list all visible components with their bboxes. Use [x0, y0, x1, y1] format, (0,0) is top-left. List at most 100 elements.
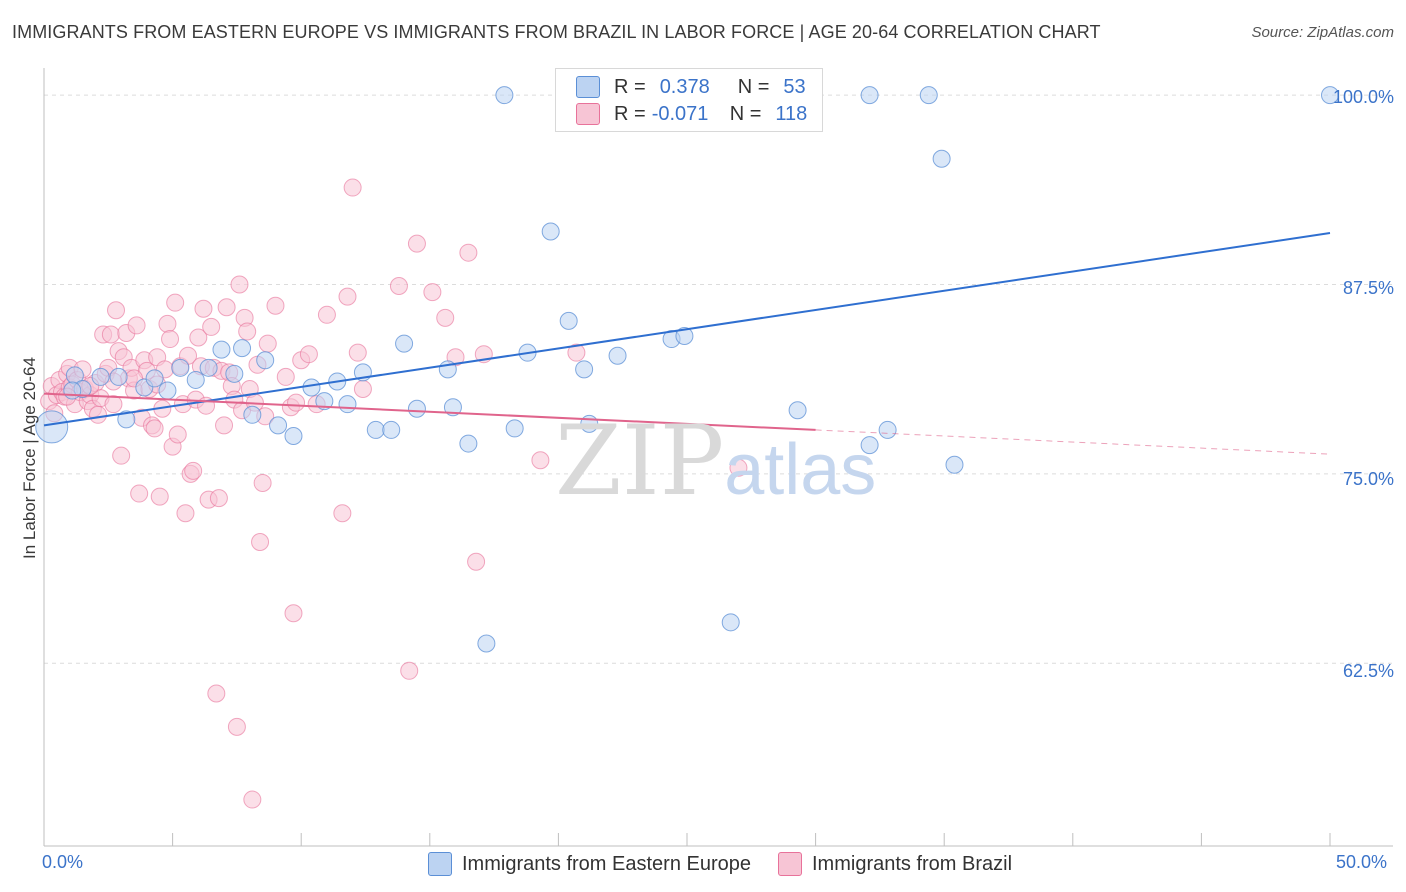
brazil-point — [253, 473, 272, 492]
brazil-point — [158, 314, 177, 333]
legend-swatch-pink — [576, 103, 600, 125]
eastern-europe-point — [117, 410, 136, 429]
legend-n-value: 118 — [775, 102, 808, 125]
y-tick-label-62-5: 62.5% — [1342, 661, 1394, 681]
brazil-point — [227, 717, 246, 736]
eastern-europe-point — [63, 381, 82, 400]
brazil-point — [266, 296, 285, 315]
eastern-europe-point — [315, 392, 334, 411]
bottom-legend-swatch-blue — [428, 852, 452, 876]
brazil-point — [299, 345, 318, 364]
brazil-point — [101, 325, 120, 344]
eastern-europe-point — [243, 405, 262, 424]
legend-row-eastern-europe: R = 0.378 N = 53 — [576, 74, 806, 100]
brazil-point — [189, 328, 208, 347]
eastern-europe-point — [575, 360, 594, 379]
eastern-europe-trend-line — [43, 232, 1331, 427]
brazil-point — [166, 293, 185, 312]
eastern-europe-point — [477, 634, 496, 653]
brazil-point — [317, 305, 336, 324]
brazil-point — [194, 299, 213, 318]
eastern-europe-point — [35, 410, 69, 444]
eastern-europe-point — [302, 378, 321, 397]
eastern-europe-point — [1321, 86, 1339, 105]
eastern-europe-points — [35, 86, 1339, 653]
eastern-europe-point — [608, 346, 627, 365]
brazil-point — [127, 316, 146, 335]
x-tick-label-max: 50.0% — [1336, 852, 1388, 872]
brazil-point — [423, 283, 442, 302]
eastern-europe-point — [407, 399, 426, 418]
legend-r-value: 0.378 — [659, 75, 710, 98]
brazil-point — [161, 330, 180, 349]
legend-r-label: R = — [614, 102, 646, 125]
brazil-point — [217, 298, 236, 317]
eastern-europe-point — [945, 455, 964, 474]
watermark-atlas: atlas — [724, 430, 877, 510]
bottom-legend-brazil: Immigrants from Brazil — [778, 850, 1012, 878]
brazil-point — [130, 484, 149, 503]
brazil-point — [104, 395, 123, 414]
eastern-europe-point — [145, 369, 164, 388]
brazil-point — [459, 243, 478, 262]
eastern-europe-point — [878, 420, 897, 439]
brazil-point — [207, 684, 226, 703]
brazil-point — [436, 308, 455, 327]
eastern-europe-point — [559, 311, 578, 330]
y-tick-label-87-5: 87.5% — [1342, 278, 1394, 298]
brazil-point — [89, 405, 108, 424]
brazil-point — [145, 419, 164, 438]
brazil-point — [729, 458, 748, 477]
brazil-point — [258, 334, 277, 353]
x-tick-label-min: 0.0% — [42, 852, 84, 872]
axes — [43, 68, 1393, 847]
eastern-europe-point — [256, 351, 275, 370]
brazil-point — [209, 489, 228, 508]
brazil-point — [184, 461, 203, 480]
brazil-point — [348, 343, 367, 362]
y-tick-label-100: 100.0% — [1332, 87, 1394, 107]
eastern-europe-point — [395, 334, 414, 353]
brazil-trend-line-extension — [815, 429, 1331, 455]
bottom-legend-swatch-pink — [778, 852, 802, 876]
eastern-europe-point — [382, 420, 401, 439]
legend-r-value: -0.071 — [651, 102, 709, 125]
brazil-point — [150, 487, 169, 506]
eastern-europe-point — [505, 419, 524, 438]
eastern-europe-point — [675, 327, 694, 346]
brazil-trend-line — [43, 392, 816, 431]
gridlines — [44, 94, 1393, 664]
legend-swatch-blue — [576, 76, 600, 98]
brazil-point — [284, 604, 303, 623]
y-axis-label: In Labor Force | Age 20-64 — [20, 357, 39, 559]
brazil-point — [230, 275, 249, 294]
brazil-point — [567, 343, 586, 362]
legend-n-label: N = — [737, 75, 770, 98]
brazil-point — [251, 533, 270, 552]
eastern-europe-point — [225, 364, 244, 383]
eastern-europe-point — [158, 381, 177, 400]
eastern-europe-point — [366, 420, 385, 439]
brazil-point — [333, 504, 352, 523]
bottom-legend-label: Immigrants from Brazil — [812, 852, 1013, 875]
eastern-europe-point — [186, 370, 205, 389]
brazil-point — [243, 790, 262, 809]
brazil-point — [389, 277, 408, 296]
brazil-point — [400, 661, 419, 680]
brazil-point — [215, 416, 234, 435]
legend-row-brazil: R = -0.071 N = 118 — [576, 101, 807, 127]
eastern-europe-point — [932, 149, 951, 168]
eastern-europe-point — [860, 86, 879, 105]
brazil-point — [467, 552, 486, 571]
brazil-point — [202, 317, 221, 336]
watermark-zip: ZIP — [555, 405, 725, 517]
brazil-point — [407, 234, 426, 253]
eastern-europe-point — [233, 339, 252, 358]
brazil-point — [112, 446, 131, 465]
watermark: ZIPatlas — [555, 405, 876, 517]
brazil-point — [176, 504, 195, 523]
eastern-europe-point — [91, 367, 110, 386]
eastern-europe-point — [171, 358, 190, 377]
eastern-europe-point — [919, 86, 938, 105]
